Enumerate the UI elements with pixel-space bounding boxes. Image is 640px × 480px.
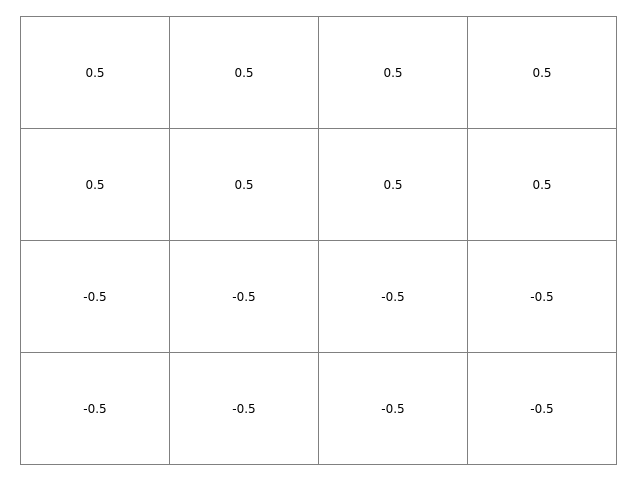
table-row: -0.5 -0.5 -0.5 -0.5 bbox=[20, 240, 617, 353]
table-cell: -0.5 bbox=[169, 240, 319, 353]
table-row: -0.5 -0.5 -0.5 -0.5 bbox=[20, 352, 617, 465]
table-cell: -0.5 bbox=[20, 352, 170, 465]
table-cell: 0.5 bbox=[169, 16, 319, 129]
table-cell: -0.5 bbox=[20, 240, 170, 353]
table-cell: 0.5 bbox=[169, 128, 319, 241]
table-cell: 0.5 bbox=[318, 16, 468, 129]
table-cell: 0.5 bbox=[467, 128, 617, 241]
table-cell: -0.5 bbox=[467, 240, 617, 353]
data-table: 0.5 0.5 0.5 0.5 0.5 0.5 0.5 0.5 -0.5 -0.… bbox=[20, 16, 617, 465]
table-container: 0.5 0.5 0.5 0.5 0.5 0.5 0.5 0.5 -0.5 -0.… bbox=[20, 16, 617, 465]
table-cell: 0.5 bbox=[467, 16, 617, 129]
table-cell: -0.5 bbox=[318, 352, 468, 465]
table-cell: 0.5 bbox=[20, 128, 170, 241]
table-row: 0.5 0.5 0.5 0.5 bbox=[20, 16, 617, 129]
table-cell: 0.5 bbox=[20, 16, 170, 129]
table-cell: -0.5 bbox=[318, 240, 468, 353]
table-cell: -0.5 bbox=[467, 352, 617, 465]
table-cell: 0.5 bbox=[318, 128, 468, 241]
table-cell: -0.5 bbox=[169, 352, 319, 465]
table-row: 0.5 0.5 0.5 0.5 bbox=[20, 128, 617, 241]
